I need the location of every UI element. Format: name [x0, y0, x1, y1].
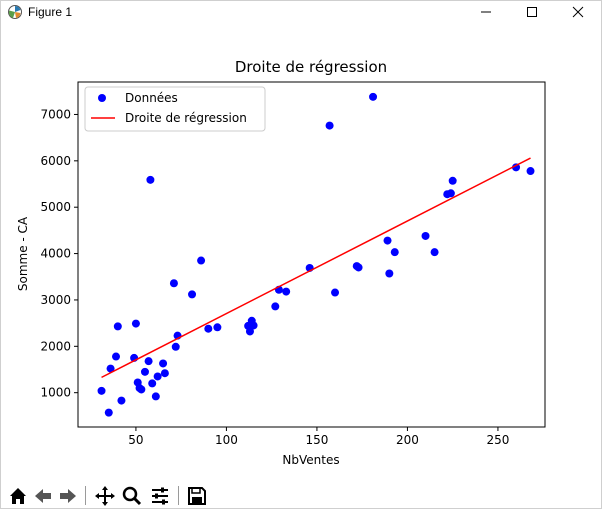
axes-frame [77, 81, 546, 428]
save-button[interactable] [186, 485, 208, 507]
regression-chart: Droite de régression 50 100 150 200 250 1000 2… [16, 58, 546, 467]
data-point [131, 319, 140, 328]
data-point [204, 324, 213, 333]
data-point [369, 92, 378, 101]
data-point [282, 287, 291, 296]
data-point [153, 372, 162, 381]
pan-move-icon [95, 486, 115, 506]
data-point [354, 263, 363, 272]
data-point [385, 269, 394, 278]
x-tick-label: 200 [396, 433, 419, 447]
home-button[interactable] [7, 485, 29, 507]
data-point [421, 231, 430, 240]
pan-button[interactable] [94, 485, 116, 507]
data-point [331, 288, 340, 297]
data-point [448, 176, 457, 185]
data-point [213, 323, 222, 332]
x-tick-label: 150 [305, 433, 328, 447]
close-icon [572, 6, 584, 18]
data-point [104, 408, 113, 417]
matplotlib-figure-icon [8, 5, 22, 19]
forward-arrow-icon [60, 489, 76, 503]
figure-canvas[interactable]: Droite de régression 50 100 150 200 250 1000 2… [1, 23, 601, 483]
legend-label-donnees: Données [125, 91, 178, 105]
data-point [151, 392, 160, 401]
y-tick-label: 1000 [40, 386, 71, 400]
data-point [325, 121, 334, 130]
configure-subplots-icon [152, 487, 168, 505]
maximize-button[interactable] [509, 1, 555, 23]
home-icon [10, 488, 26, 504]
legend-box [84, 86, 266, 132]
toolbar-separator [85, 486, 86, 505]
y-tick-label: 6000 [40, 154, 71, 168]
toolbar-separator [178, 486, 179, 505]
data-point [188, 290, 197, 299]
zoom-button[interactable] [121, 485, 143, 507]
data-point [271, 302, 280, 311]
minimize-icon [481, 11, 491, 13]
data-point [146, 175, 155, 184]
data-point [113, 322, 122, 331]
data-point [512, 163, 521, 172]
data-point [245, 327, 254, 336]
y-tick-label: 4000 [40, 247, 71, 261]
data-point [137, 385, 146, 394]
chart-title: Droite de régression [235, 58, 387, 76]
window-title: Figure 1 [28, 5, 73, 19]
data-point [390, 248, 399, 257]
y-tick-label: 5000 [40, 200, 71, 214]
data-point [169, 279, 178, 288]
data-point [171, 342, 180, 351]
data-point [160, 369, 169, 378]
y-tick-label: 7000 [40, 107, 71, 121]
data-point [106, 364, 115, 373]
data-point [159, 359, 168, 368]
data-point [526, 167, 535, 176]
data-point [97, 386, 106, 395]
data-point [117, 396, 126, 405]
data-point [112, 352, 121, 361]
configure-subplots-button[interactable] [149, 485, 171, 507]
regression-line [101, 157, 531, 379]
data-point [249, 321, 258, 330]
back-arrow-icon [35, 489, 51, 503]
data-point [197, 256, 206, 265]
data-point [148, 379, 157, 388]
zoom-magnifier-icon [122, 486, 142, 506]
maximize-icon [527, 7, 537, 17]
legend-label-regression: Droite de régression [125, 111, 247, 125]
data-point [140, 367, 149, 376]
y-axis-label: Somme - CA [16, 216, 30, 291]
title-bar[interactable]: Figure 1 [1, 1, 601, 23]
save-disk-icon [188, 487, 206, 505]
data-point [383, 236, 392, 245]
navigation-toolbar [1, 483, 601, 508]
x-tick-label: 250 [486, 433, 509, 447]
data-point [144, 357, 153, 366]
legend-marker-donnees [98, 94, 106, 102]
data-point [446, 189, 455, 198]
y-tick-label: 3000 [40, 293, 71, 307]
x-axis-label: NbVentes [282, 453, 339, 467]
x-tick-label: 100 [215, 433, 238, 447]
minimize-button[interactable] [463, 1, 509, 23]
x-tick-label: 50 [128, 433, 143, 447]
y-tick-label: 2000 [40, 339, 71, 353]
forward-button[interactable] [57, 485, 79, 507]
data-point [430, 248, 439, 257]
legend: Données Droite de régression [84, 86, 266, 132]
close-button[interactable] [555, 1, 601, 23]
back-button[interactable] [32, 485, 54, 507]
